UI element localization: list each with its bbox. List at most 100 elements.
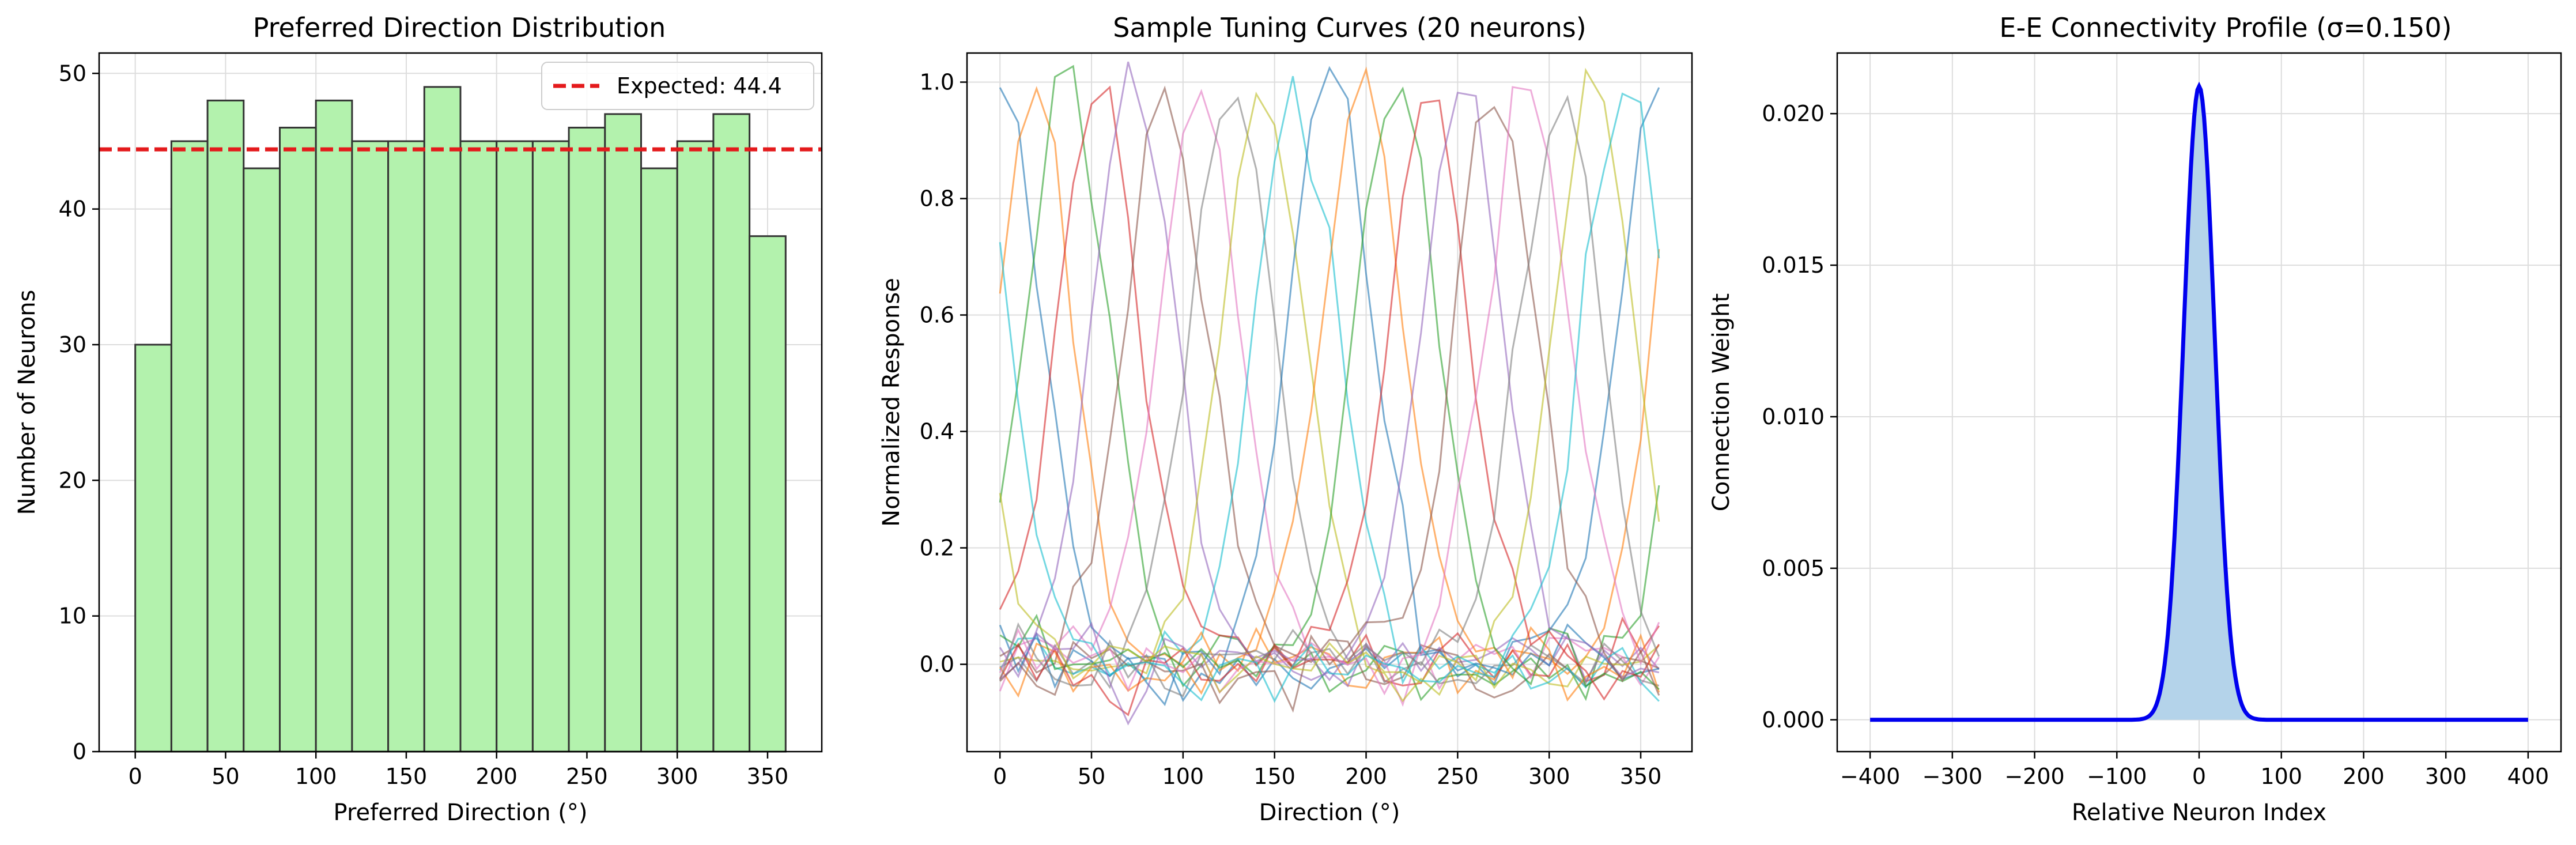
- connectivity-ytick-label: 0.000: [1762, 707, 1825, 733]
- connectivity-xtick-label: −200: [2004, 764, 2064, 789]
- tuning-xtick-label: 350: [1620, 764, 1662, 789]
- tuning-curve: [999, 67, 1660, 693]
- connectivity-title: E-E Connectivity Profile (σ=0.150): [1999, 12, 2452, 43]
- histogram-y-ticks: 0 10 20 30 40 50: [59, 61, 99, 764]
- tuning-curve: [999, 89, 1660, 707]
- histogram-bar: [712, 113, 751, 753]
- histogram-xtick-label: 0: [129, 764, 142, 789]
- tuning-curve: [999, 85, 1660, 686]
- connectivity-ytick-label: 0.005: [1762, 556, 1825, 581]
- connectivity-ytick-label: 0.010: [1762, 404, 1825, 429]
- tuning-curve: [999, 87, 1660, 702]
- tuning-curve: [999, 99, 1660, 716]
- tuning-ytick-label: 1.0: [920, 70, 954, 95]
- connectivity-xtick-label: 400: [2507, 764, 2549, 789]
- histogram-xtick-label: 350: [747, 764, 789, 789]
- legend-box: [541, 62, 814, 110]
- tuning-curve: [999, 65, 1660, 701]
- tuning-axes-frame: [966, 52, 1693, 753]
- connectivity-y-ticks: 0.000 0.005 0.010 0.015 0.020: [1762, 101, 1837, 733]
- histogram-bar: [206, 99, 245, 753]
- histogram-bar: [640, 167, 678, 753]
- connectivity-ytick-label: 0.020: [1762, 101, 1825, 126]
- tuning-curves-lines: [999, 61, 1660, 726]
- connectivity-ytick-label: 0.015: [1762, 252, 1825, 278]
- tuning-curve: [999, 66, 1660, 702]
- histogram-xtick-label: 100: [295, 764, 337, 789]
- tuning-curves-panel: Sample Tuning Curves (20 neurons) 0 50 100…: [878, 12, 1693, 826]
- connectivity-xtick-label: −400: [1840, 764, 1900, 789]
- tuning-ytick-label: 0.2: [920, 535, 954, 561]
- connectivity-fill: [1870, 86, 2528, 720]
- tuning-xtick-label: 100: [1162, 764, 1204, 789]
- histogram-bar: [170, 140, 209, 753]
- histogram-bar: [496, 140, 534, 753]
- tuning-curve: [999, 96, 1660, 689]
- tuning-curve: [999, 86, 1660, 695]
- histogram-ytick-label: 10: [59, 603, 86, 629]
- tuning-xtick-label: 300: [1528, 764, 1570, 789]
- histogram-ylabel: Number of Neurons: [14, 290, 40, 515]
- tuning-curve: [999, 61, 1660, 688]
- histogram-bar: [749, 235, 787, 753]
- histogram-xtick-label: 200: [475, 764, 518, 789]
- tuning-curve: [999, 92, 1660, 726]
- legend-label-expected: Expected: 44.4: [617, 73, 782, 99]
- tuning-xtick-label: 0: [993, 764, 1007, 789]
- histogram-ytick-label: 0: [73, 739, 86, 764]
- histogram-bar: [459, 140, 498, 753]
- histogram-bar: [315, 99, 353, 753]
- connectivity-xtick-label: −100: [2087, 764, 2147, 789]
- histogram-bar: [531, 140, 570, 753]
- tuning-ytick-label: 0.4: [920, 419, 954, 444]
- tuning-curve: [999, 95, 1660, 697]
- histogram-xtick-label: 50: [211, 764, 239, 789]
- tuning-xtick-label: 50: [1078, 764, 1105, 789]
- histogram-bar: [351, 140, 390, 753]
- tuning-ytick-label: 0.8: [920, 186, 954, 212]
- connectivity-curve: [1870, 81, 2528, 722]
- connectivity-panel: E-E Connectivity Profile (σ=0.150) −400−…: [1708, 12, 2562, 826]
- connectivity-line: [1870, 81, 2528, 722]
- connectivity-x-ticks: −400 −300 −200 −100 0 100 200 300 400: [1840, 752, 2549, 789]
- histogram-xtick-label: 250: [566, 764, 608, 789]
- histogram-ytick-label: 30: [59, 332, 86, 357]
- tuning-curve: [999, 76, 1660, 702]
- tuning-grid: [967, 53, 1692, 752]
- tuning-curve: [999, 85, 1660, 699]
- connectivity-xtick-label: −300: [1922, 764, 1982, 789]
- connectivity-xlabel: Relative Neuron Index: [2072, 799, 2326, 826]
- tuning-xtick-label: 250: [1437, 764, 1479, 789]
- histogram-bars: [134, 86, 787, 753]
- tuning-curve: [999, 91, 1660, 703]
- tuning-xlabel: Direction (°): [1259, 799, 1400, 826]
- histogram-bar: [676, 140, 715, 753]
- histogram-bar: [243, 167, 281, 753]
- histogram-legend: Expected: 44.4: [541, 62, 814, 110]
- histogram-xtick-label: 300: [656, 764, 698, 789]
- connectivity-xtick-label: 300: [2425, 764, 2467, 789]
- tuning-ytick-label: 0.6: [920, 303, 954, 328]
- tuning-xtick-label: 150: [1253, 764, 1295, 789]
- histogram-bar: [387, 140, 425, 753]
- histogram-ytick-label: 50: [59, 61, 86, 86]
- tuning-curve: [999, 86, 1660, 691]
- histogram-x-ticks: 0 50 100 150 200 250 300 350: [129, 752, 789, 789]
- histogram-bar: [134, 344, 172, 753]
- tuning-curve: [999, 86, 1660, 696]
- connectivity-xtick-label: 200: [2343, 764, 2385, 789]
- histogram-ytick-label: 20: [59, 467, 86, 493]
- histogram-bar: [568, 126, 606, 753]
- histogram-bar: [604, 113, 643, 753]
- histogram-xtick-label: 150: [386, 764, 428, 789]
- tuning-xtick-label: 200: [1345, 764, 1387, 789]
- connectivity-ylabel: Connection Weight: [1708, 293, 1735, 511]
- tuning-curve: [999, 105, 1660, 713]
- tuning-curves-title: Sample Tuning Curves (20 neurons): [1113, 12, 1586, 43]
- histogram-ytick-label: 40: [59, 197, 86, 222]
- tuning-curve: [999, 66, 1660, 707]
- tuning-x-ticks: 0 50 100 150 200 250 300 350: [993, 752, 1661, 789]
- tuning-ylabel: Normalized Response: [878, 278, 905, 527]
- connectivity-xtick-label: 100: [2260, 764, 2302, 789]
